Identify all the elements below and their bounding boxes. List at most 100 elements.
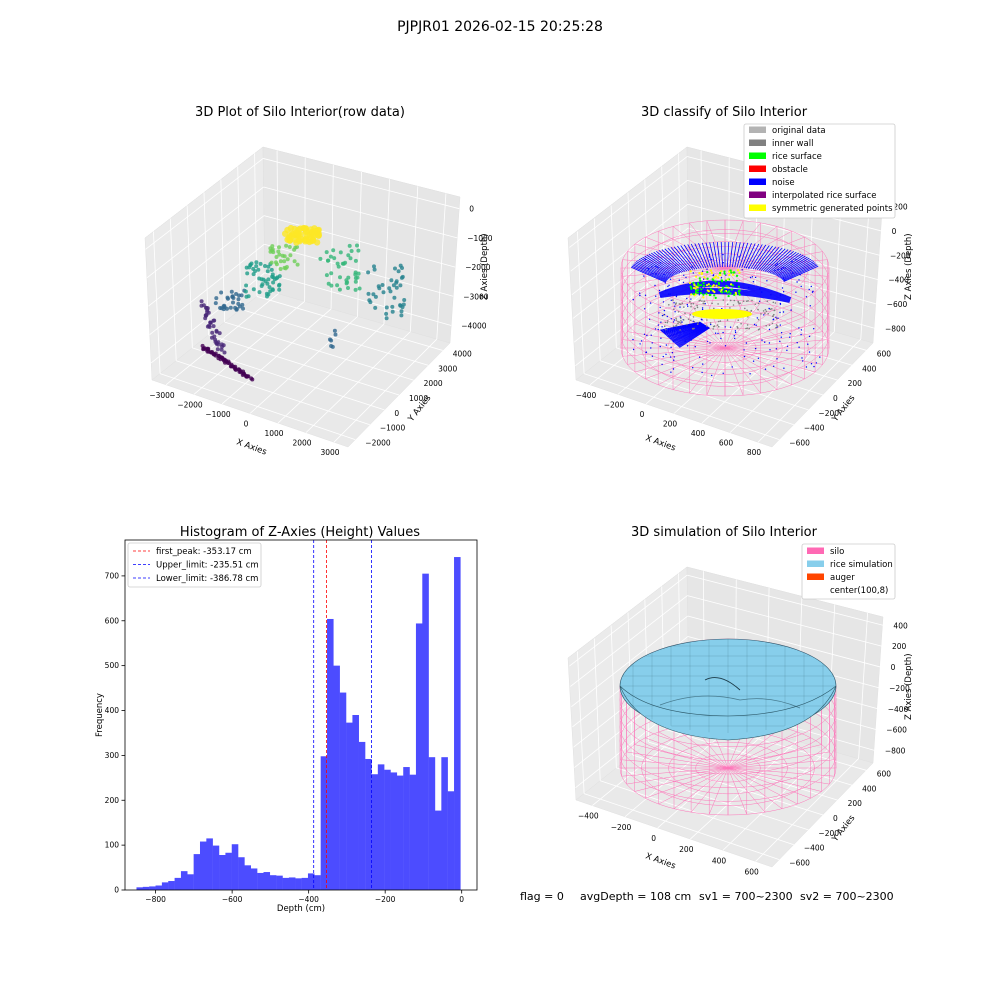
noise-point bbox=[741, 269, 743, 271]
noise-point bbox=[674, 305, 676, 307]
noise-ray bbox=[781, 261, 815, 280]
inner-wall-point bbox=[750, 310, 753, 312]
noise-point bbox=[657, 328, 659, 331]
rice-surface-point bbox=[723, 272, 726, 275]
noise-ray bbox=[756, 246, 777, 271]
noise-point bbox=[800, 285, 802, 288]
inner-wall-point bbox=[757, 318, 760, 321]
histogram-bar bbox=[250, 868, 258, 890]
noise-point bbox=[657, 324, 660, 326]
z-gridline-right bbox=[263, 158, 460, 210]
histogram-bar bbox=[314, 875, 321, 890]
histogram-bar bbox=[422, 573, 429, 890]
raw-point bbox=[366, 270, 371, 275]
raw-point bbox=[401, 302, 406, 307]
noise-ray bbox=[667, 247, 690, 271]
x-tick-label: 1000 bbox=[264, 429, 283, 438]
histogram-bar bbox=[282, 877, 290, 890]
raw-point bbox=[332, 328, 337, 333]
histogram-bar bbox=[396, 775, 404, 890]
inner-wall-point bbox=[683, 306, 685, 308]
raw-point bbox=[270, 272, 275, 277]
rice-surface-point bbox=[702, 284, 706, 287]
noise-ray bbox=[671, 325, 706, 341]
raw-point bbox=[324, 273, 329, 278]
raw-point bbox=[214, 296, 219, 301]
raw-point bbox=[285, 257, 290, 262]
raw-point bbox=[275, 275, 280, 280]
z-tick-label: −3000 bbox=[463, 292, 489, 301]
silo-spoke bbox=[727, 767, 766, 813]
noise-ray bbox=[676, 326, 709, 346]
rice-surface-point bbox=[726, 278, 729, 281]
rice-surface-point bbox=[696, 288, 700, 292]
rice-surface-point bbox=[700, 288, 703, 291]
inner-wall-point bbox=[680, 322, 682, 324]
noise-point bbox=[702, 363, 704, 365]
inner-wall-point bbox=[696, 304, 698, 307]
z-tick-label: 200 bbox=[892, 642, 907, 651]
raw-point bbox=[222, 305, 227, 310]
inner-wall-point bbox=[690, 305, 692, 308]
classify-legend: original data inner wall rice surface obsta… bbox=[743, 123, 896, 219]
rice-surface-point bbox=[720, 291, 724, 294]
silo-spoke bbox=[727, 767, 798, 805]
inner-wall-point bbox=[671, 299, 674, 301]
y-gridline-wall bbox=[610, 625, 617, 768]
z-tick-label: 0 bbox=[891, 663, 896, 672]
rice-surface-point bbox=[692, 286, 696, 290]
rice-surface-point bbox=[698, 272, 701, 275]
x-tick-label: 600 bbox=[719, 439, 734, 448]
inner-wall-point bbox=[665, 328, 667, 331]
raw-point bbox=[293, 229, 300, 236]
noise-point bbox=[782, 311, 785, 313]
histogram-bar bbox=[161, 882, 169, 890]
y-gridline-floor bbox=[616, 347, 809, 411]
raw-point bbox=[234, 292, 239, 296]
raw-point bbox=[201, 347, 206, 352]
noise-point bbox=[764, 341, 766, 343]
silo-spoke bbox=[634, 767, 729, 792]
noise-point bbox=[789, 333, 791, 335]
noise-point bbox=[639, 294, 641, 297]
noise-point bbox=[731, 366, 733, 368]
rice-surface-point bbox=[719, 273, 722, 277]
noise-point bbox=[714, 332, 717, 334]
histogram-bar bbox=[346, 722, 353, 890]
noise-point bbox=[650, 347, 652, 349]
raw-point bbox=[277, 252, 282, 257]
y-gridline-floor bbox=[159, 373, 356, 440]
x-tick-label: −200 bbox=[375, 895, 396, 904]
y-gridline-floor bbox=[664, 728, 853, 786]
legend-label: Upper_limit: -235.51 cm bbox=[156, 561, 259, 571]
histogram-bar bbox=[434, 810, 442, 890]
raw-point bbox=[257, 276, 262, 281]
noise-point bbox=[780, 332, 783, 334]
noise-point bbox=[632, 299, 634, 301]
inner-wall-point bbox=[719, 320, 722, 322]
legend-swatch bbox=[749, 152, 766, 159]
z-tick-label: 0 bbox=[469, 205, 474, 214]
noise-ray bbox=[675, 326, 708, 345]
rice-surface-point bbox=[714, 276, 717, 279]
noise-point bbox=[724, 345, 727, 347]
noise-ray bbox=[664, 248, 688, 272]
noise-point bbox=[646, 334, 648, 337]
y-tick-label: 3000 bbox=[438, 364, 457, 373]
noise-ray bbox=[748, 244, 763, 269]
legend-swatch bbox=[749, 191, 766, 198]
raw-point bbox=[331, 248, 336, 253]
inner-wall-point bbox=[697, 321, 699, 324]
noise-point bbox=[660, 321, 662, 323]
inner-wall-point bbox=[775, 317, 778, 320]
inner-wall-point bbox=[716, 324, 719, 326]
rice-surface-point bbox=[723, 290, 726, 293]
noise-point bbox=[779, 340, 781, 343]
noise-ray bbox=[774, 254, 804, 276]
legend-label: original data bbox=[772, 126, 826, 136]
noise-point bbox=[754, 347, 757, 350]
histogram-bar bbox=[358, 741, 366, 890]
noise-point bbox=[711, 258, 713, 260]
inner-wall-point bbox=[740, 322, 742, 325]
